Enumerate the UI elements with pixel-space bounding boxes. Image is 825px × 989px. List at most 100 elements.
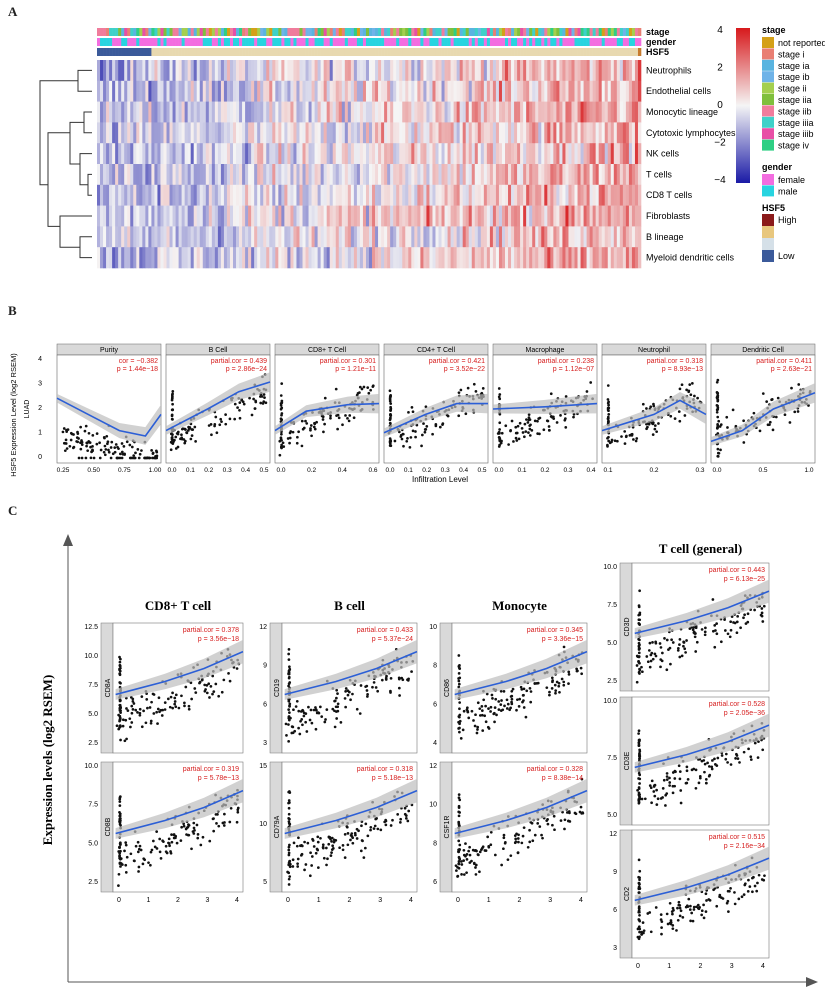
heatmap-cell bbox=[97, 60, 101, 82]
stage-track-cell bbox=[387, 28, 391, 36]
data-point bbox=[155, 454, 159, 458]
heatmap-cell bbox=[257, 184, 261, 206]
heatmap-cell bbox=[535, 122, 539, 144]
heatmap-cell bbox=[257, 122, 261, 144]
heatmap-cell bbox=[544, 247, 548, 269]
heatmap-cell bbox=[456, 226, 460, 248]
data-point bbox=[321, 418, 325, 421]
data-point bbox=[300, 444, 304, 448]
data-point bbox=[316, 848, 320, 852]
data-point bbox=[364, 822, 368, 826]
data-point bbox=[671, 641, 675, 644]
data-point bbox=[550, 676, 554, 680]
gender-track-cell bbox=[248, 38, 252, 46]
heatmap-cell bbox=[601, 60, 606, 82]
gender-track-cell bbox=[308, 38, 312, 46]
heatmap-cell bbox=[223, 205, 228, 227]
data-point bbox=[369, 825, 373, 829]
heatmap-cell bbox=[375, 143, 379, 165]
hsf5-track-cell bbox=[272, 48, 276, 56]
legend-swatch bbox=[762, 185, 774, 197]
heatmap-cell bbox=[347, 143, 352, 165]
row-label: Myeloid dendritic cells bbox=[646, 253, 735, 263]
data-point bbox=[329, 416, 332, 420]
heatmap-cell bbox=[124, 184, 128, 206]
heatmap-cell bbox=[157, 184, 161, 206]
heatmap-cell bbox=[505, 80, 509, 102]
heatmap-cell bbox=[175, 60, 179, 82]
heatmap-cell bbox=[181, 80, 185, 102]
hsf5-track-cell bbox=[356, 48, 361, 56]
heatmap-cell bbox=[223, 80, 228, 102]
data-point bbox=[655, 803, 659, 806]
heatmap-cell bbox=[381, 205, 385, 227]
heatmap-cell bbox=[314, 143, 318, 165]
data-point bbox=[648, 641, 652, 645]
data-point bbox=[400, 437, 404, 441]
data-point bbox=[119, 843, 122, 846]
data-point bbox=[688, 383, 692, 386]
heatmap-cell bbox=[529, 247, 533, 269]
data-point bbox=[360, 824, 363, 828]
heatmap-cell bbox=[208, 226, 213, 248]
heatmap-cell bbox=[124, 101, 128, 123]
gene-label: CD3E bbox=[624, 751, 631, 770]
gender-track-cell bbox=[245, 38, 249, 46]
hsf5-track-cell bbox=[378, 48, 382, 56]
heatmap-cell bbox=[202, 60, 207, 82]
heatmap-cell bbox=[393, 184, 397, 206]
heatmap-cell bbox=[175, 184, 179, 206]
hsf5-track-cell bbox=[511, 48, 515, 56]
heatmap-cell bbox=[432, 60, 436, 82]
hsf5-track-cell bbox=[562, 48, 566, 56]
heatmap-cell bbox=[293, 122, 297, 144]
heatmap-cell bbox=[311, 226, 315, 248]
heatmap-cell bbox=[607, 80, 612, 102]
gender-track-cell bbox=[226, 38, 231, 46]
heatmap-cell bbox=[251, 60, 255, 82]
hsf5-track-cell bbox=[242, 48, 246, 56]
data-point bbox=[336, 427, 339, 431]
data-point bbox=[506, 702, 510, 706]
heatmap-cell bbox=[550, 205, 554, 227]
gender-track-cell bbox=[420, 38, 424, 46]
hsf5-track-cell bbox=[97, 48, 101, 56]
heatmap-cell bbox=[580, 60, 584, 82]
data-point bbox=[83, 429, 87, 433]
heatmap-cell bbox=[127, 247, 131, 269]
heatmap-cell bbox=[338, 101, 343, 123]
gender-track-cell bbox=[130, 38, 134, 46]
data-point bbox=[217, 694, 221, 698]
hsf5-track-cell bbox=[586, 48, 590, 56]
heatmap-cell bbox=[568, 247, 572, 269]
heatmap-cell bbox=[483, 205, 488, 227]
heatmap-cell bbox=[208, 80, 213, 102]
heatmap-cell bbox=[495, 226, 500, 248]
data-point bbox=[533, 419, 537, 423]
heatmap-cell bbox=[287, 122, 291, 144]
data-point bbox=[575, 667, 578, 671]
heatmap-cell bbox=[526, 143, 530, 165]
gender-track-cell bbox=[323, 38, 327, 46]
stage-track-cell bbox=[637, 28, 642, 36]
data-point bbox=[637, 661, 641, 664]
stage-track-cell bbox=[305, 28, 309, 36]
heatmap-cell bbox=[245, 184, 249, 206]
data-point bbox=[607, 412, 611, 416]
stage-track-cell bbox=[514, 28, 518, 36]
hsf5-track-cell bbox=[619, 48, 624, 56]
data-point bbox=[407, 809, 411, 813]
data-point bbox=[201, 835, 205, 839]
y-tick: 4 bbox=[38, 356, 42, 363]
heatmap-cell bbox=[103, 247, 107, 269]
facet-title: Neutrophil bbox=[638, 347, 670, 354]
heatmap-cell bbox=[239, 122, 243, 144]
data-point bbox=[179, 437, 182, 441]
data-point bbox=[309, 851, 312, 855]
heatmap-cell bbox=[169, 205, 173, 227]
y-tick: 6 bbox=[433, 879, 437, 886]
heatmap-cell bbox=[634, 247, 639, 269]
heatmap-cell bbox=[483, 143, 488, 165]
stage-track-cell bbox=[257, 28, 261, 36]
heatmap-cell bbox=[565, 143, 569, 165]
